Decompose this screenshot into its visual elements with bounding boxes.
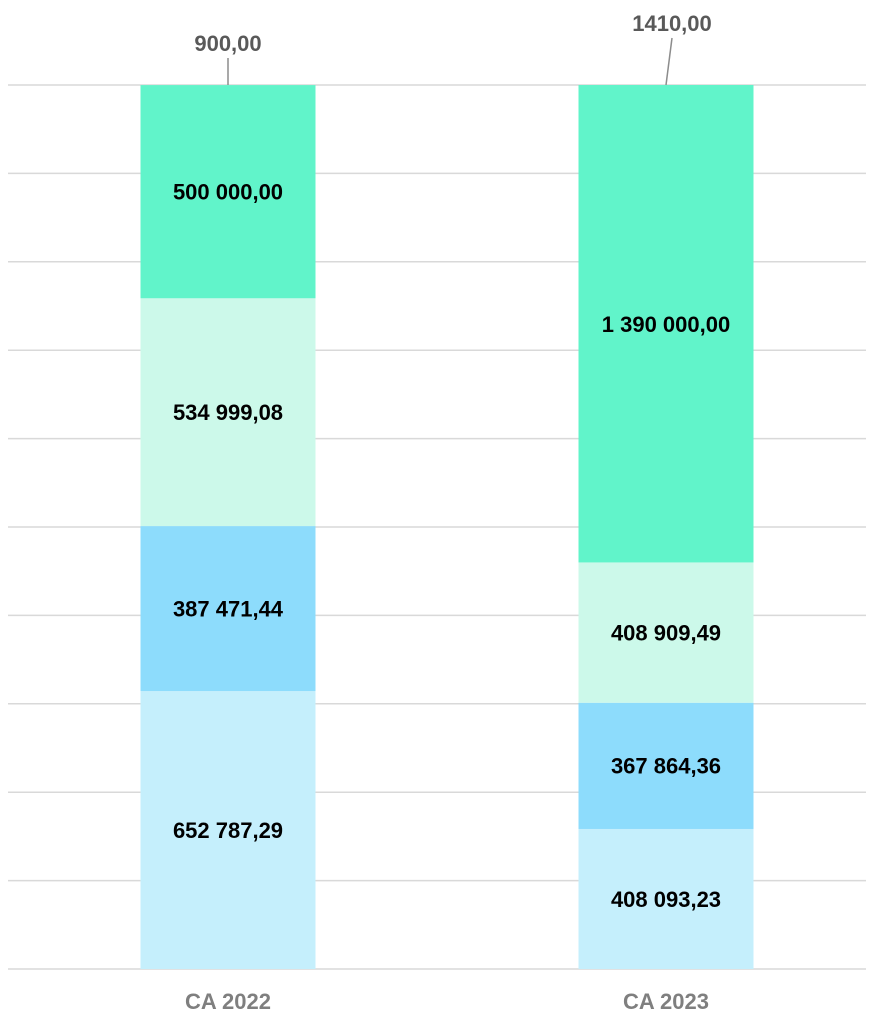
bar-segment — [140, 298, 316, 527]
bar-segment — [140, 691, 316, 969]
bar-segment — [578, 702, 754, 829]
callout-line — [665, 37, 673, 86]
bar-segment — [140, 85, 316, 299]
value-label: 1 390 000,00 — [602, 312, 730, 337]
value-label: 408 909,49 — [611, 620, 721, 645]
value-label: 900,00 — [194, 31, 261, 56]
bar-segment — [578, 828, 754, 969]
value-label: 652 787,29 — [173, 818, 283, 843]
value-label: 367 864,36 — [611, 754, 721, 779]
value-label: 534 999,08 — [173, 400, 283, 425]
bar-segment — [140, 526, 316, 692]
x-tick-label: CA 2022 — [185, 989, 271, 1014]
value-label: 1410,00 — [632, 11, 712, 36]
bar-segment — [578, 85, 754, 563]
value-label: 387 471,44 — [173, 596, 284, 621]
bar-segment — [578, 562, 754, 703]
value-label: 500 000,00 — [173, 180, 283, 205]
x-tick-label: CA 2023 — [623, 989, 709, 1014]
value-label: 408 093,23 — [611, 887, 721, 912]
